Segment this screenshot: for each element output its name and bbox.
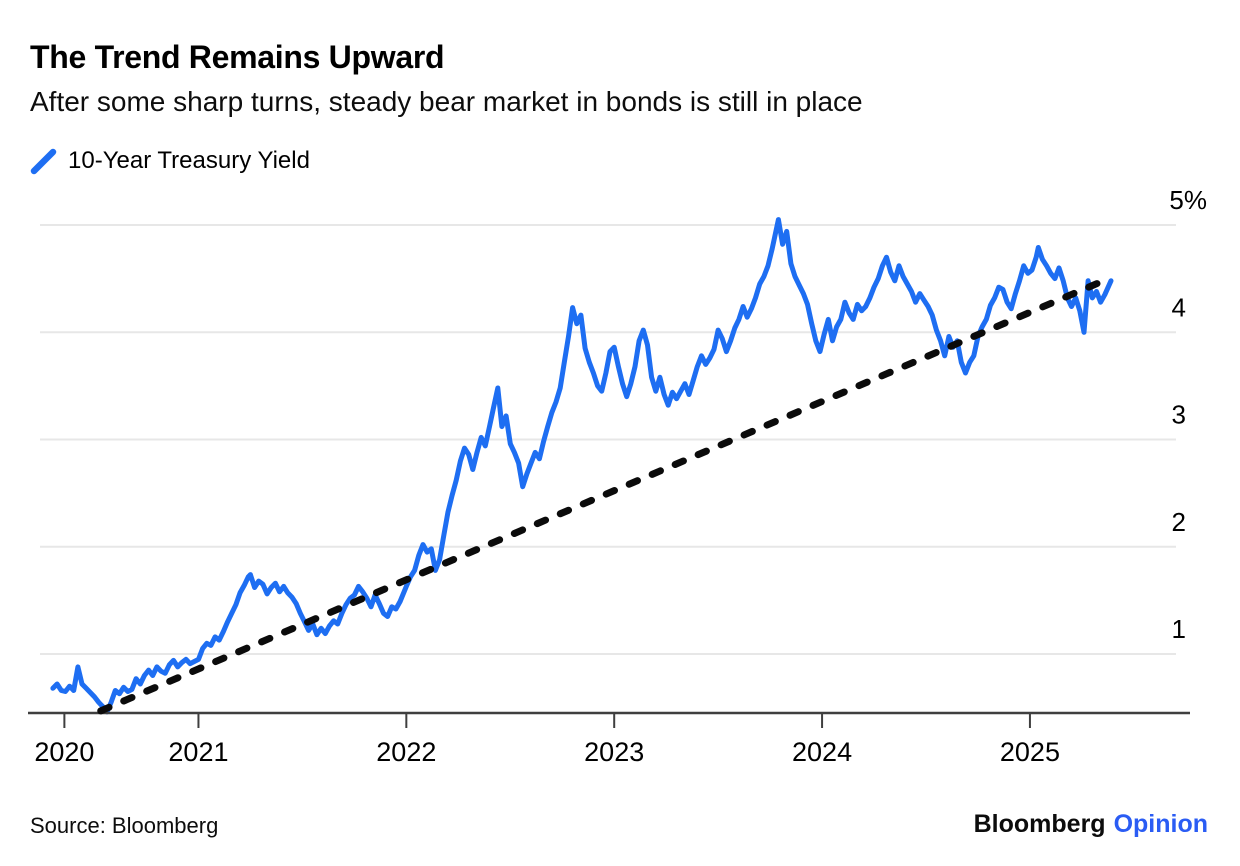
y-tick-label: 4 [1172,292,1186,322]
chart-legend: 10-Year Treasury Yield [30,147,310,175]
page-title: The Trend Remains Upward [30,39,445,75]
chart-subtitle: After some sharp turns, steady bear mark… [30,86,863,117]
y-tick-label: 5% [1169,185,1207,215]
x-tick-label: 2021 [168,737,228,767]
logo-bloomberg: Bloomberg [973,810,1106,838]
y-tick-label: 3 [1172,400,1186,430]
bloomberg-opinion-logo: Bloomberg Opinion [974,810,1208,839]
x-tick-label: 2022 [376,737,436,767]
trend-line [97,279,1103,715]
legend-swatch [30,148,57,174]
legend-label: 10-Year Treasury Yield [68,147,310,174]
y-tick-label: 2 [1172,507,1186,537]
logo-opinion: Opinion [1113,810,1208,838]
y-tick-label: 1 [1172,614,1186,644]
x-tick-label: 2020 [34,737,94,767]
treasury-yield-line [50,217,1114,715]
legend-swatch-line [30,148,57,174]
x-tick-label: 2025 [1000,737,1060,767]
x-tick-label: 2024 [792,737,852,767]
x-tick-label: 2023 [584,737,644,767]
source-note: Source: Bloomberg [30,813,219,838]
